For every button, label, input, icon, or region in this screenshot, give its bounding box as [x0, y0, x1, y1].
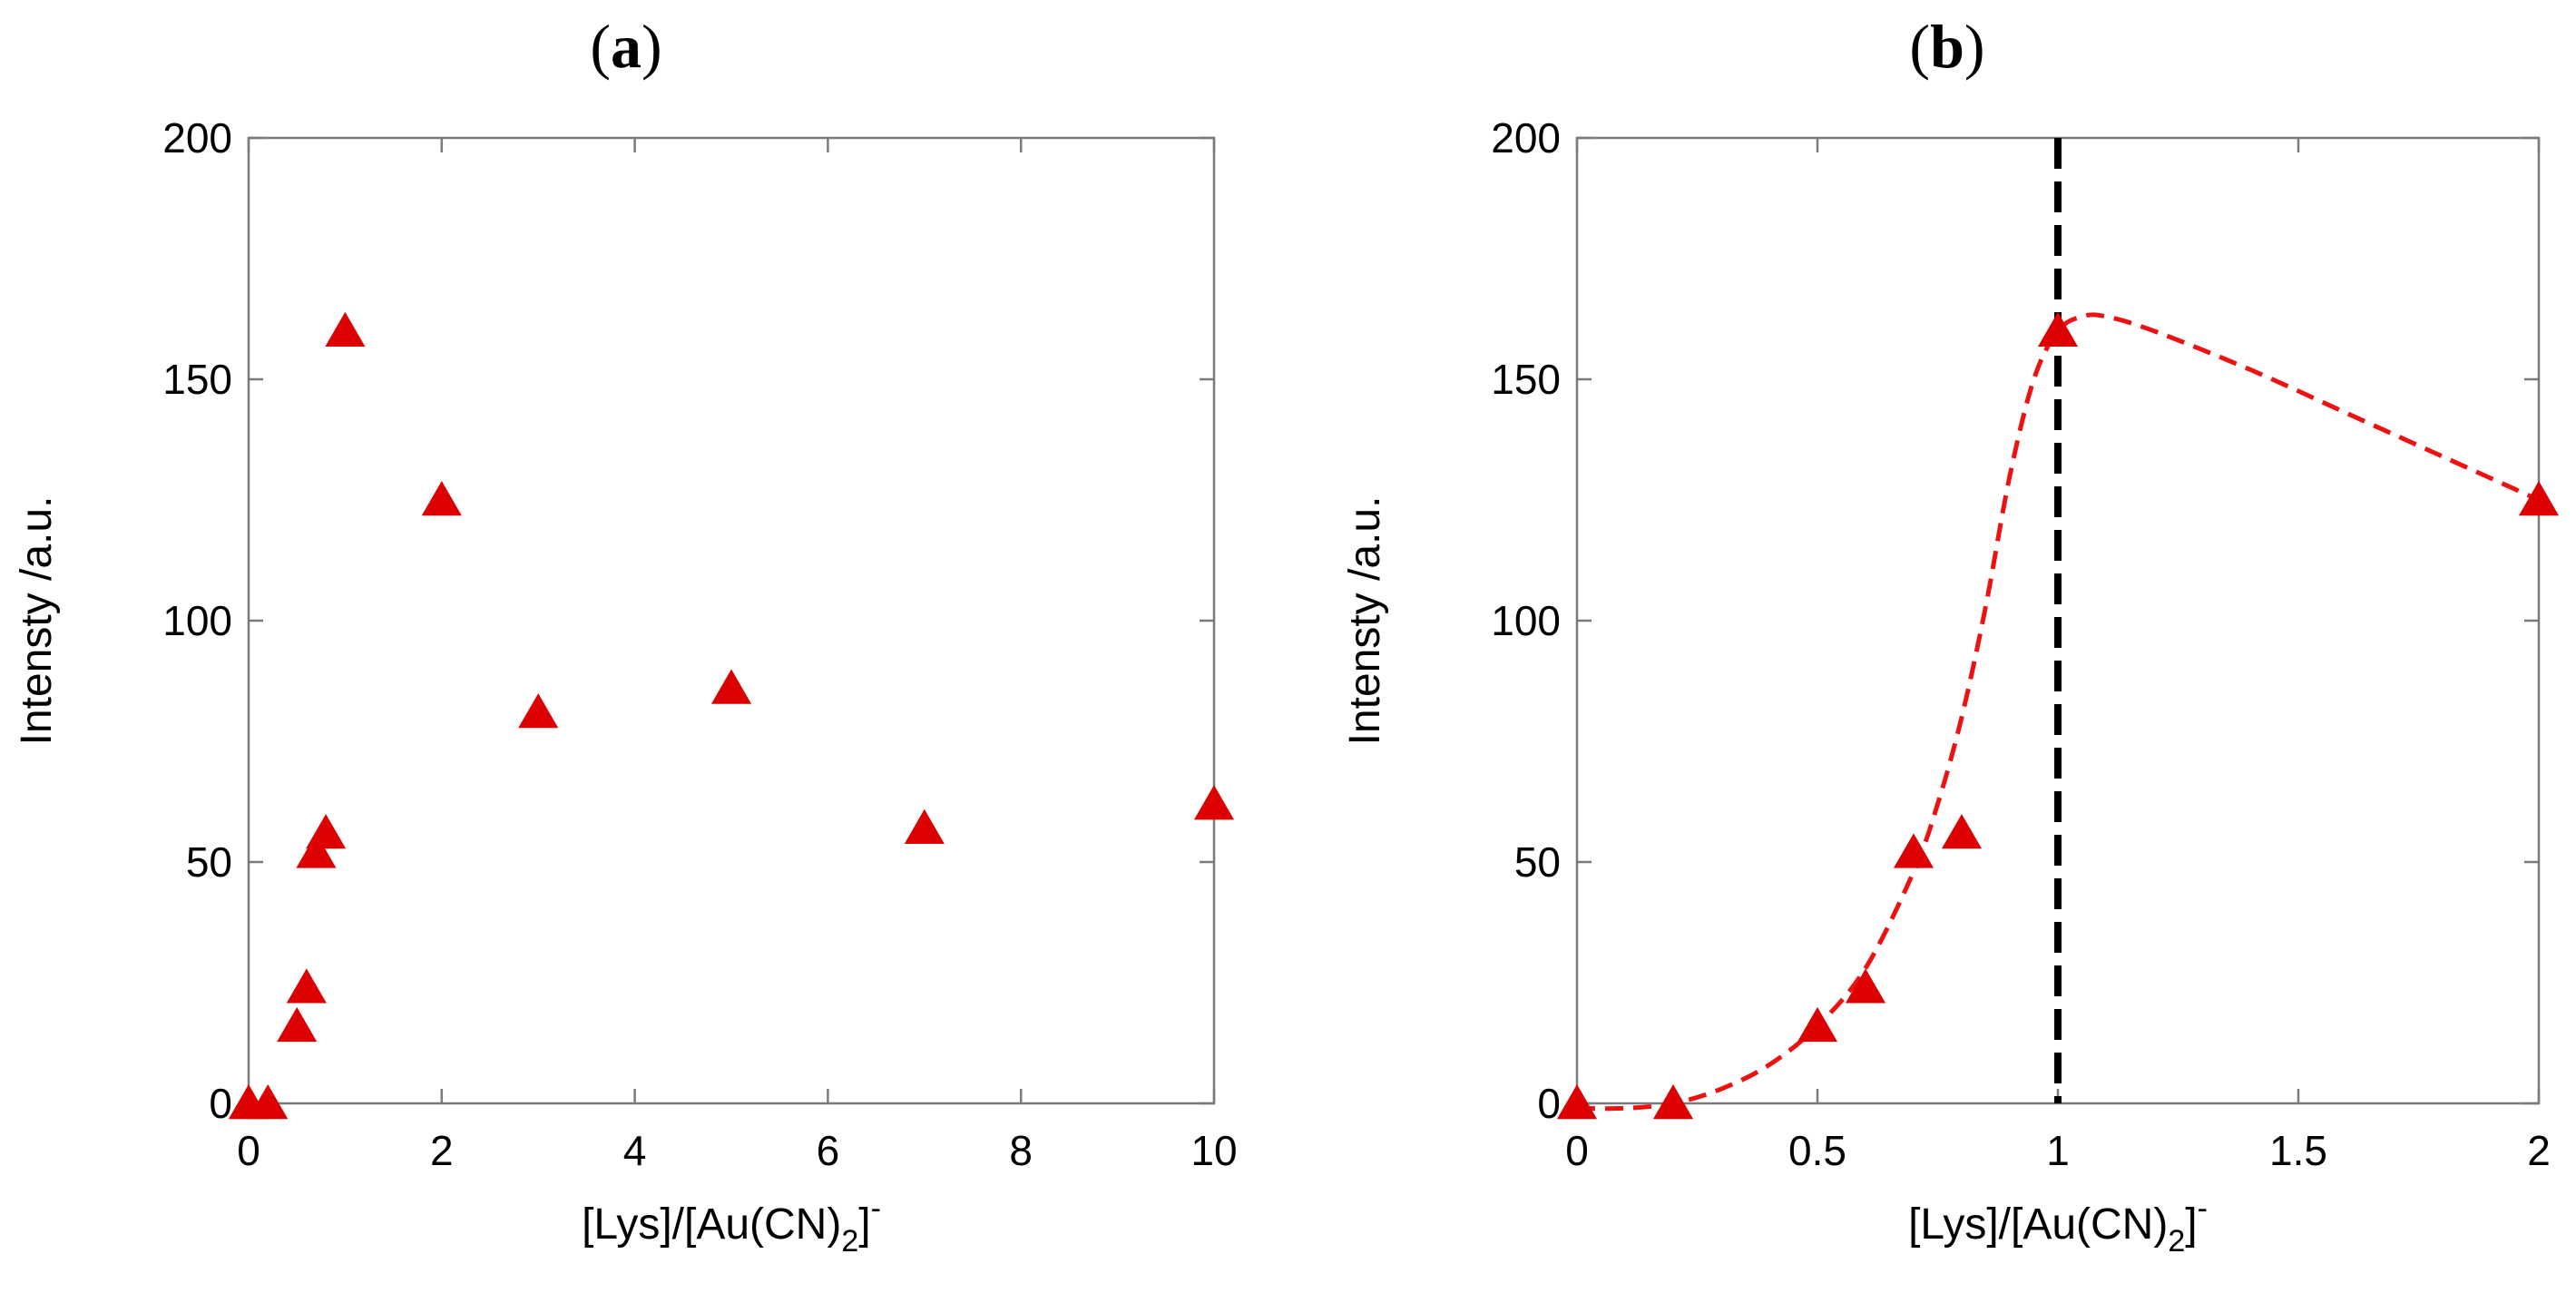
y-tick-label: 100 [162, 597, 232, 644]
x-axis-label-a: [Lys]/[Au(CN)2]- [582, 1191, 881, 1259]
data-points-b [1556, 311, 2560, 1120]
data-point-marker [710, 669, 752, 704]
y-axis-label-a: Intensty /a.u. [13, 496, 61, 746]
data-point-marker [1652, 1084, 1694, 1120]
x-tick-labels-b: 0 0.5 1 1.5 2 [1565, 1127, 2551, 1174]
data-point-marker [1556, 1084, 1598, 1120]
data-point-marker [1845, 968, 1886, 1004]
data-point-marker [296, 833, 337, 868]
data-point-marker [2518, 481, 2560, 516]
y-axis-label-b: Intensty /a.u. [1341, 496, 1389, 746]
x-tick-label: 2 [2527, 1127, 2551, 1174]
y-tick-labels-b: 0 50 100 150 200 [1491, 114, 1561, 1127]
x-tick-label: 0 [237, 1127, 260, 1174]
panel-a: (a) 0 2 4 6 8 10 0 50 100 150 200 [Lys]/[Au(CN)2]… [13, 12, 1238, 1259]
y-tick-label: 0 [1537, 1080, 1561, 1127]
y-tick-label: 50 [1514, 838, 1561, 886]
data-point-marker [1941, 814, 1983, 849]
data-point-marker [286, 968, 327, 1004]
data-point-marker [1797, 1006, 1838, 1043]
data-point-marker [421, 481, 462, 516]
fit-curve-group-b [1576, 312, 2541, 1112]
x-tick-label: 1 [2046, 1127, 2070, 1174]
y-tick-label: 100 [1491, 597, 1561, 644]
panel-b-label: (b) [1909, 12, 1984, 81]
x-tick-label: 6 [817, 1127, 840, 1174]
x-tick-labels-a: 0 2 4 6 8 10 [237, 1127, 1237, 1174]
data-point-marker [1193, 785, 1235, 820]
y-tick-label: 150 [162, 356, 232, 403]
data-point-marker [277, 1006, 318, 1043]
data-point-marker [1893, 833, 1934, 868]
x-tick-label: 10 [1190, 1127, 1237, 1174]
y-tick-label: 200 [162, 114, 232, 162]
panel-b: (b) 0 0.5 1 1.5 2 0 50 100 150 200 [Lys]/[Au(CN)… [1341, 12, 2560, 1259]
x-tick-label: 8 [1009, 1127, 1033, 1174]
data-points-a [228, 311, 1235, 1120]
data-point-marker [518, 693, 559, 729]
x-tick-label: 2 [430, 1127, 454, 1174]
data-point-marker [248, 1084, 289, 1120]
y-tick-label: 200 [1491, 114, 1561, 162]
panel-a-label: (a) [590, 12, 661, 81]
y-tick-labels-a: 0 50 100 150 200 [162, 114, 232, 1127]
data-point-marker [2037, 311, 2079, 348]
data-point-marker [325, 311, 366, 348]
ticks-a [247, 136, 1216, 1105]
x-tick-label: 4 [623, 1127, 647, 1174]
fit-curve [1576, 312, 2541, 1112]
plot-frame-a [247, 136, 1216, 1105]
panel-b-label-letter: b [1930, 12, 1964, 81]
data-point-marker [306, 814, 347, 849]
y-tick-label: 150 [1491, 356, 1561, 403]
x-tick-label: 0.5 [1788, 1127, 1846, 1174]
y-tick-label: 0 [209, 1080, 232, 1127]
x-tick-label: 0 [1565, 1127, 1589, 1174]
y-tick-label: 50 [186, 838, 232, 886]
data-point-marker [904, 808, 945, 844]
x-tick-label: 1.5 [2269, 1127, 2327, 1174]
x-axis-label-b: [Lys]/[Au(CN)2]- [1908, 1191, 2208, 1259]
panel-a-label-letter: a [611, 12, 642, 81]
